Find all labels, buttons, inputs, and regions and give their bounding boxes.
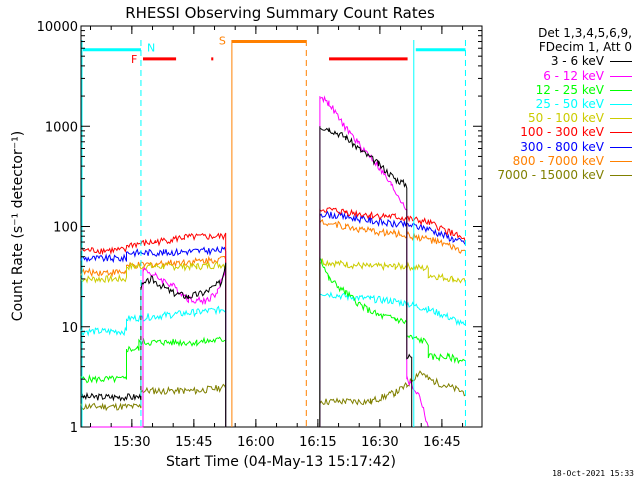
x-tick-label-0: 15:30 [113, 435, 150, 450]
x-tick-label-1: 15:45 [175, 435, 212, 450]
legend-swatch [610, 75, 632, 77]
footer-date: 18-Oct-2021 15:33 [552, 469, 634, 478]
series-line-0 [80, 126, 466, 428]
x-tick-label-2: 16:00 [237, 435, 274, 450]
legend-swatch [610, 104, 632, 106]
y-tick-label-2: 100 [53, 221, 78, 236]
legend-header-2: FDecim 1, Att 0 [538, 40, 632, 55]
series-line-7 [80, 218, 466, 428]
legend-entry-0: 3 - 6 keV [478, 54, 632, 68]
legend-label: 6 - 12 keV [543, 68, 604, 83]
y-tick-label-1: 10 [61, 321, 78, 336]
axis-layer: 15:30 15:45 16:00 16:15 16:30 16:45 1 10 100 1000… [37, 20, 482, 450]
legend-swatch [610, 160, 632, 162]
legend: Det 1,3,4,5,6,9, FDecim 1, Att 0 3 - 6 k… [478, 26, 632, 182]
saa-flag-label: S [219, 35, 226, 48]
legend-swatch [610, 146, 632, 148]
y-axis-label: Count Rate (s⁻¹ detector⁻¹) [10, 131, 26, 321]
x-tick-label-5: 16:45 [423, 435, 460, 450]
x-tick-label-3: 16:15 [299, 435, 336, 450]
legend-entry-1: 6 - 12 keV [478, 69, 632, 83]
x-tick-label-4: 16:30 [361, 435, 398, 450]
series-line-2 [80, 256, 466, 428]
legend-label: 3 - 6 keV [550, 54, 604, 69]
legend-label: 7000 - 15000 keV [497, 168, 604, 183]
flag-layer: S NF [81, 35, 466, 427]
legend-entry-5: 100 - 300 keV [478, 125, 632, 139]
legend-entry-4: 50 - 100 keV [478, 111, 632, 125]
legend-swatch [610, 61, 632, 63]
chart-title: RHESSI Observing Summary Count Rates [125, 4, 435, 22]
legend-label: 100 - 300 keV [520, 125, 604, 140]
legend-label: 25 - 50 keV [535, 97, 604, 112]
x-axis-label: Start Time (04-May-13 15:17:42) [166, 454, 396, 470]
legend-swatch [610, 118, 632, 120]
legend-entry-8: 7000 - 15000 keV [478, 168, 632, 182]
legend-swatch [610, 175, 632, 177]
legend-label: 800 - 7000 keV [512, 153, 604, 168]
y-tick-label-3: 1000 [45, 120, 78, 135]
legend-entry-7: 800 - 7000 keV [478, 154, 632, 168]
y-tick-label-4: 10000 [37, 20, 78, 35]
legend-entry-3: 25 - 50 keV [478, 97, 632, 111]
flare-flag-label: F [131, 53, 137, 66]
legend-entry-6: 300 - 800 keV [478, 140, 632, 154]
night-flag-label: N [147, 42, 155, 55]
legend-label: 12 - 25 keV [535, 82, 604, 97]
legend-swatch [610, 132, 632, 134]
series-line-5 [80, 207, 466, 428]
legend-header-1: Det 1,3,4,5,6,9, [538, 26, 632, 40]
legend-entries: 3 - 6 keV 6 - 12 keV 12 - 25 keV 25 - 50 ke… [478, 54, 632, 182]
legend-label: 50 - 100 keV [527, 111, 604, 126]
series-line-1 [81, 95, 466, 428]
series-layer [80, 95, 466, 428]
y-tick-label-0: 1 [70, 421, 78, 436]
legend-entry-2: 12 - 25 keV [478, 83, 632, 97]
legend-swatch [610, 89, 632, 91]
legend-label: 300 - 800 keV [520, 139, 604, 154]
